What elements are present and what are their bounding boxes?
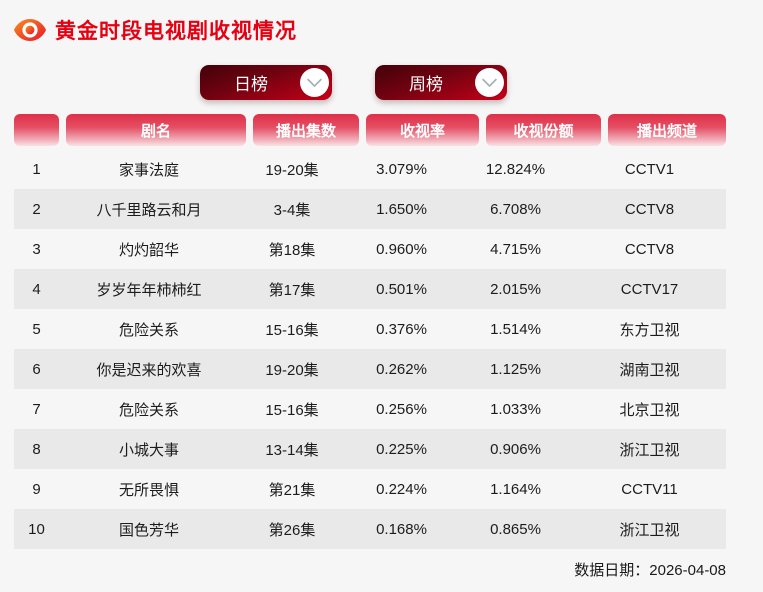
- cell-episodes: 19-20集: [265, 361, 319, 379]
- cell-rating: 0.262%: [376, 360, 427, 378]
- cell-rank: 6: [32, 360, 41, 378]
- tab-weekly-label: 周榜: [409, 75, 443, 94]
- cell-channel: 浙江卫视: [619, 441, 680, 459]
- cell-rating: 0.501%: [376, 280, 427, 298]
- cell-name: 灼灼韶华: [118, 241, 179, 259]
- cell-channel: CCTV11: [621, 480, 678, 498]
- cell-name: 危险关系: [118, 321, 179, 339]
- header-cell-episodes: 播出集数: [253, 114, 359, 146]
- cell-rating: 0.168%: [376, 520, 427, 538]
- table-row: 10 国色芳华 第26集 0.168% 0.865% 浙江卫视: [14, 509, 726, 549]
- cell-share: 1.164%: [490, 480, 541, 498]
- cell-channel: 浙江卫视: [619, 521, 680, 539]
- cell-rank: 5: [32, 320, 41, 338]
- cell-episodes: 3-4集: [273, 201, 311, 219]
- cell-rank: 10: [28, 520, 45, 538]
- cell-name: 小城大事: [118, 441, 179, 459]
- cell-episodes: 15-16集: [265, 321, 319, 339]
- cell-episodes: 15-16集: [265, 401, 319, 419]
- cell-channel: CCTV8: [624, 200, 675, 218]
- cell-name: 无所畏惧: [118, 481, 179, 499]
- cell-share: 1.033%: [490, 400, 541, 418]
- cell-channel: 湖南卫视: [619, 361, 680, 379]
- header-cell-name: 剧名: [66, 114, 246, 146]
- cell-rating: 0.960%: [376, 240, 427, 258]
- cell-rating: 0.256%: [376, 400, 427, 418]
- cell-name: 岁岁年年柿柿红: [96, 281, 202, 299]
- cell-channel: 东方卫视: [619, 321, 680, 339]
- cell-name: 家事法庭: [118, 161, 179, 179]
- table-body: 1 家事法庭 19-20集 3.079% 12.824% CCTV1 2 八千里…: [14, 149, 726, 549]
- cell-name: 国色芳华: [118, 521, 179, 539]
- cell-channel: 北京卫视: [619, 401, 680, 419]
- header-cell-rating: 收视率: [366, 114, 479, 146]
- cell-episodes: 第26集: [268, 521, 316, 539]
- cell-rank: 7: [32, 400, 41, 418]
- cell-rank: 2: [32, 200, 41, 218]
- header-cell-share: 收视份额: [486, 114, 601, 146]
- cell-rank: 9: [32, 480, 41, 498]
- table-row: 4 岁岁年年柿柿红 第17集 0.501% 2.015% CCTV17: [14, 269, 726, 309]
- chevron-down-icon: [300, 68, 329, 97]
- table-row: 5 危险关系 15-16集 0.376% 1.514% 东方卫视: [14, 309, 726, 349]
- cell-channel: CCTV17: [620, 280, 679, 298]
- table-row: 1 家事法庭 19-20集 3.079% 12.824% CCTV1: [14, 149, 726, 189]
- table-row: 6 你是迟来的欢喜 19-20集 0.262% 1.125% 湖南卫视: [14, 349, 726, 389]
- cell-name: 八千里路云和月: [96, 201, 202, 219]
- cell-episodes: 第21集: [268, 481, 316, 499]
- chevron-down-icon: [475, 68, 504, 97]
- table-row: 9 无所畏惧 第21集 0.224% 1.164% CCTV11: [14, 469, 726, 509]
- cell-share: 0.906%: [490, 440, 541, 458]
- cell-rank: 3: [32, 240, 41, 258]
- cell-rating: 0.376%: [376, 320, 427, 338]
- cell-rank: 4: [32, 280, 41, 298]
- cell-rank: 8: [32, 440, 41, 458]
- cell-episodes: 第17集: [268, 281, 316, 299]
- cell-share: 4.715%: [490, 240, 541, 258]
- cell-share: 1.514%: [490, 320, 541, 338]
- tab-bar: 日榜 周榜: [200, 65, 763, 100]
- table-row: 2 八千里路云和月 3-4集 1.650% 6.708% CCTV8: [14, 189, 726, 229]
- ratings-table: 剧名 播出集数 收视率 收视份额 播出频道 1 家事法庭 19-20集 3.07…: [14, 114, 726, 549]
- cell-share: 12.824%: [485, 160, 546, 178]
- cell-episodes: 13-14集: [265, 441, 319, 459]
- cell-rating: 1.650%: [376, 200, 427, 218]
- cell-name: 你是迟来的欢喜: [96, 361, 202, 379]
- cell-share: 6.708%: [490, 200, 541, 218]
- tab-daily-ranking[interactable]: 日榜: [200, 65, 332, 100]
- data-date: 数据日期：2026-04-08: [574, 562, 726, 579]
- tab-weekly-ranking[interactable]: 周榜: [375, 65, 507, 100]
- cell-share: 2.015%: [490, 280, 541, 298]
- page-title: 黄金时段电视剧收视情况: [55, 20, 297, 43]
- cell-channel: CCTV1: [624, 160, 675, 178]
- table-header: 剧名 播出集数 收视率 收视份额 播出频道: [14, 114, 726, 146]
- cell-name: 危险关系: [118, 401, 179, 419]
- cell-episodes: 19-20集: [265, 161, 319, 179]
- cell-share: 1.125%: [490, 360, 541, 378]
- header-cell-channel: 播出频道: [608, 114, 726, 146]
- cell-episodes: 第18集: [268, 241, 316, 259]
- cell-rating: 0.224%: [376, 480, 427, 498]
- table-row: 7 危险关系 15-16集 0.256% 1.033% 北京卫视: [14, 389, 726, 429]
- cell-rating: 0.225%: [376, 440, 427, 458]
- tab-daily-label: 日榜: [234, 75, 268, 94]
- table-row: 8 小城大事 13-14集 0.225% 0.906% 浙江卫视: [14, 429, 726, 469]
- cell-share: 0.865%: [490, 520, 541, 538]
- page-header: 黄金时段电视剧收视情况: [0, 0, 763, 45]
- table-row: 3 灼灼韶华 第18集 0.960% 4.715% CCTV8: [14, 229, 726, 269]
- cell-rank: 1: [32, 160, 41, 178]
- cell-rating: 3.079%: [376, 160, 427, 178]
- eye-logo-icon: [14, 16, 46, 44]
- header-cell-rank: [14, 114, 59, 146]
- cell-channel: CCTV8: [624, 240, 675, 258]
